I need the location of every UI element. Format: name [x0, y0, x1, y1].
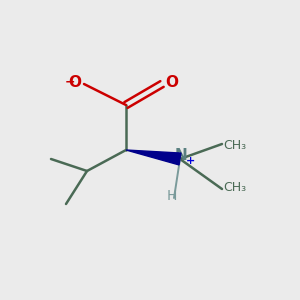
Text: CH₃: CH₃ — [224, 181, 247, 194]
Text: O: O — [68, 75, 81, 90]
Text: CH₃: CH₃ — [224, 139, 247, 152]
Text: +: + — [186, 156, 195, 167]
Text: N: N — [175, 148, 188, 164]
Text: O: O — [165, 75, 178, 90]
Text: H: H — [167, 190, 177, 203]
Polygon shape — [126, 150, 181, 165]
Text: −: − — [64, 76, 75, 89]
